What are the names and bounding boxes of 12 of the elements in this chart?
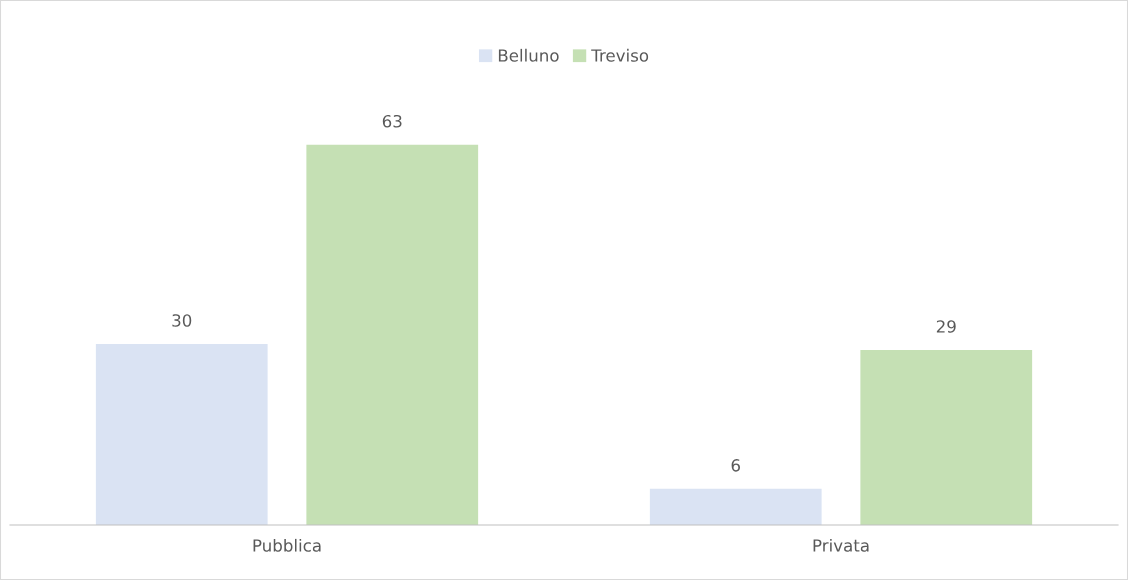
bar (649, 488, 822, 525)
data-label: 30 (172, 314, 192, 327)
bar (306, 144, 479, 525)
data-label: 63 (382, 114, 402, 128)
data-label: 29 (936, 320, 956, 333)
legend-label: Belluno (498, 48, 559, 62)
x-tick-label: Privata (813, 538, 869, 552)
bar (860, 349, 1033, 525)
bar (95, 343, 268, 525)
data-label: 6 (731, 459, 740, 472)
legend-label: Treviso (591, 48, 649, 62)
x-tick-label: Pubblica (253, 538, 321, 552)
